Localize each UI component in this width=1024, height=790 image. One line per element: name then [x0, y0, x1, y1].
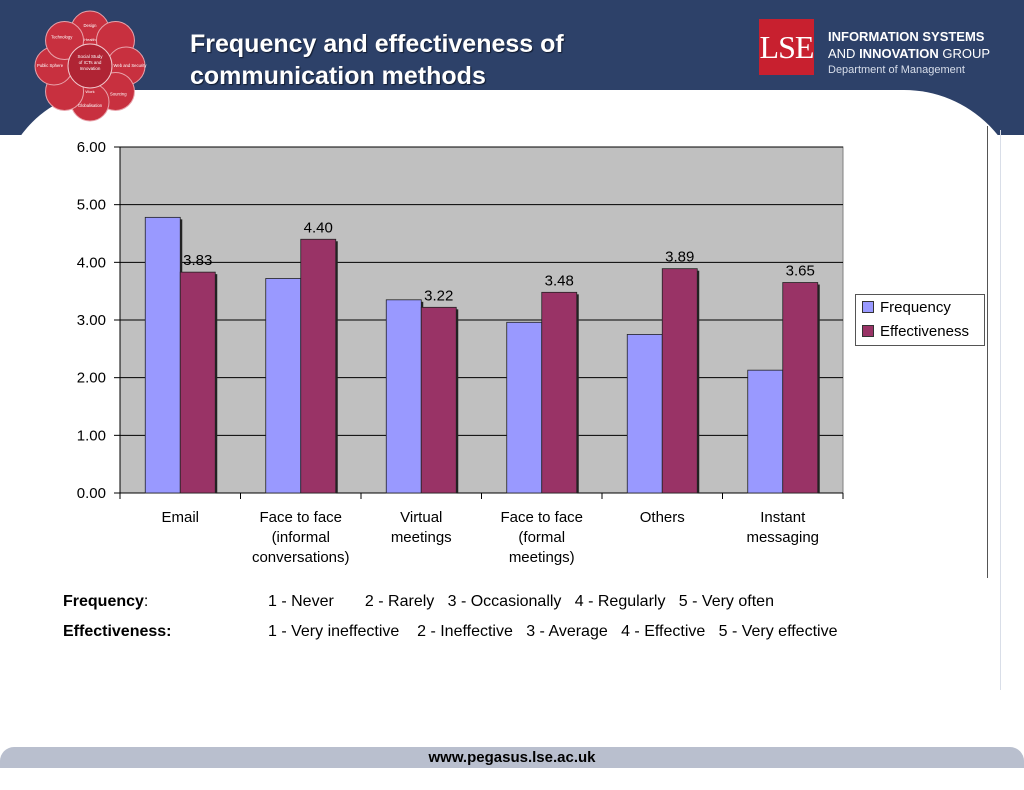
effectiveness-scale-label: Effectiveness:: [63, 623, 172, 640]
effectiveness-scale-row: Effectiveness:: [63, 623, 172, 641]
y-tick-label: 5.00: [77, 197, 106, 214]
x-category-label: meetings: [391, 529, 452, 546]
x-category-label: (informal: [272, 529, 330, 546]
x-category-label: conversations): [252, 549, 350, 566]
legend-item-frequency: Frequency: [856, 295, 984, 319]
bar-frequency: [265, 278, 302, 494]
group-name-line-2: AND INNOVATION GROUP: [828, 45, 990, 62]
lse-logo: LSE: [759, 19, 814, 75]
slide-title: Frequency and effectiveness of communica…: [190, 28, 710, 92]
logo-petal-label: Web and Security: [114, 63, 148, 68]
bar-frequency: [747, 369, 784, 494]
logo-center-text-1: Social Study: [77, 54, 103, 59]
x-category-label: Instant: [760, 509, 806, 526]
department-name: Department of Management: [828, 64, 965, 76]
legend-swatch-frequency: [862, 301, 874, 313]
logo-petal-label: Public Sphere: [37, 63, 64, 68]
x-category-label: messaging: [746, 529, 819, 546]
bar-effectiveness: [661, 268, 698, 494]
logo-center-text-3: Innovation: [80, 66, 101, 71]
frequency-scale-row: Frequency:: [63, 593, 148, 611]
slide-title-line-2: communication methods: [190, 62, 486, 90]
data-label: 3.89: [665, 249, 694, 266]
bar-frequency: [385, 299, 422, 494]
chart-container: 0.00 1.00 2.00 3.00 4.00 5.00 6.00 3.83 Email 4.4…: [60, 128, 988, 578]
bar-frequency: [144, 216, 181, 494]
legend-label-effectiveness: Effectiveness: [880, 322, 969, 340]
legend-label-frequency: Frequency: [880, 298, 951, 316]
legend-item-effectiveness: Effectiveness: [856, 319, 984, 343]
group-name-line-1: INFORMATION SYSTEMS: [828, 29, 985, 44]
bar-effectiveness: [300, 238, 337, 494]
y-tick-label: 0.00: [77, 485, 106, 502]
data-label: 3.22: [424, 287, 453, 304]
x-category-label: Others: [640, 509, 685, 526]
logo-petal-label: Sourcing: [110, 91, 127, 96]
legend-swatch-effectiveness: [862, 325, 874, 337]
bar-effectiveness: [541, 291, 578, 494]
data-label: 3.65: [786, 263, 815, 280]
chart-border-line: [987, 126, 988, 578]
group-name-bold: INNOVATION: [859, 46, 939, 61]
group-name-prefix: AND: [828, 46, 860, 61]
data-label: 3.48: [545, 272, 574, 289]
bar-effectiveness: [782, 282, 819, 494]
logo-petal-label: Technology: [51, 35, 73, 40]
data-label: 3.83: [183, 252, 212, 269]
frequency-scale-label: Frequency: [63, 593, 144, 610]
logo-center-text-2: of ICTs and: [79, 60, 102, 65]
logo-inner-work: Work: [85, 89, 94, 94]
y-tick-label: 3.00: [77, 312, 106, 329]
bar-effectiveness: [179, 271, 216, 494]
x-category-label: (formal: [518, 529, 565, 546]
frequency-scale-text: 1 - Never 2 - Rarely 3 - Occasionally 4 …: [268, 593, 774, 610]
y-tick-label: 1.00: [77, 427, 106, 444]
y-tick-label: 2.00: [77, 370, 106, 387]
bar-frequency: [506, 321, 543, 494]
logo-petal-label: Design: [83, 23, 97, 28]
research-themes-logo: Design Web and Security Sourcing Globalisat…: [34, 10, 148, 122]
bar-effectiveness: [420, 306, 457, 494]
y-tick-label: 4.00: [77, 254, 106, 271]
x-category-label: Virtual: [400, 509, 442, 526]
logo-center-circle: [67, 43, 113, 89]
decorative-line: [1000, 130, 1001, 690]
x-category-label: Email: [161, 509, 199, 526]
frequency-scale-colon: :: [143, 593, 149, 610]
logo-petal: [45, 21, 85, 61]
x-category-label: meetings): [509, 549, 575, 566]
slide-title-line-1: Frequency and effectiveness of: [190, 30, 564, 58]
x-category-label: Face to face: [259, 509, 342, 526]
logo-inner-health: Health: [84, 37, 96, 42]
group-name: INFORMATION SYSTEMS AND INNOVATION GROUP…: [828, 28, 990, 79]
data-label: 4.40: [304, 219, 333, 236]
footer-url[interactable]: www.pegasus.lse.ac.uk: [0, 747, 1024, 768]
bar-frequency: [626, 334, 663, 494]
x-category-label: Face to face: [500, 509, 583, 526]
y-tick-label: 6.00: [77, 139, 106, 156]
group-name-suffix: GROUP: [938, 46, 991, 61]
logo-petal-label: Globalisation: [78, 103, 103, 108]
chart-legend: Frequency Effectiveness: [855, 294, 985, 346]
bar-chart: 0.00 1.00 2.00 3.00 4.00 5.00 6.00 3.83 Email 4.4…: [77, 139, 844, 566]
effectiveness-scale-text: 1 - Very ineffective 2 - Ineffective 3 -…: [268, 623, 838, 640]
